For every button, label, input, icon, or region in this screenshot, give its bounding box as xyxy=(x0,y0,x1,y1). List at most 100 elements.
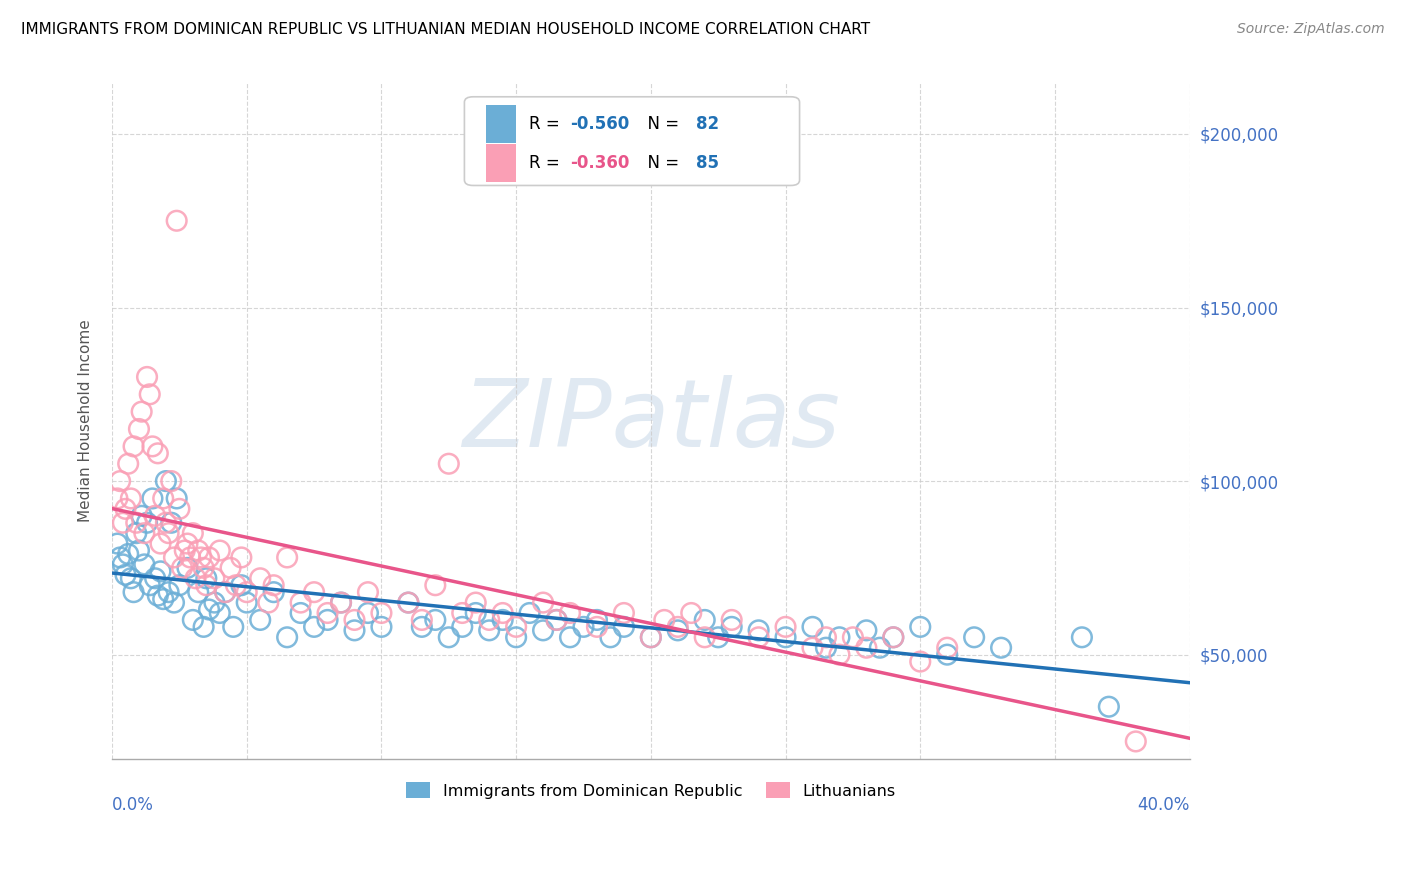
Point xyxy=(166,491,188,506)
Point xyxy=(492,613,515,627)
Point xyxy=(146,446,169,460)
Point xyxy=(122,439,145,453)
Point xyxy=(138,387,160,401)
Point xyxy=(411,613,433,627)
Point xyxy=(235,585,257,599)
Point xyxy=(235,596,257,610)
Point xyxy=(478,613,501,627)
Point xyxy=(546,613,568,627)
Point xyxy=(120,571,142,585)
Point xyxy=(720,613,742,627)
Point xyxy=(249,613,271,627)
FancyBboxPatch shape xyxy=(486,105,516,143)
Point xyxy=(149,536,172,550)
Point xyxy=(425,578,447,592)
FancyBboxPatch shape xyxy=(486,145,516,182)
Point xyxy=(330,596,353,610)
Point xyxy=(586,620,609,634)
Point xyxy=(214,585,236,599)
Point xyxy=(316,613,339,627)
Point xyxy=(464,596,486,610)
Point xyxy=(316,606,339,620)
Point xyxy=(855,624,877,638)
Point xyxy=(370,620,392,634)
Point xyxy=(707,630,730,644)
Point xyxy=(572,620,595,634)
Point xyxy=(136,516,159,530)
Point xyxy=(107,536,129,550)
Point xyxy=(666,624,689,638)
Point xyxy=(222,620,245,634)
Point xyxy=(425,613,447,627)
Point xyxy=(720,620,742,634)
Point xyxy=(257,596,280,610)
Point xyxy=(184,571,207,585)
Point xyxy=(546,613,568,627)
Point xyxy=(343,613,366,627)
Point xyxy=(464,606,486,620)
Point xyxy=(910,620,932,634)
Point xyxy=(775,630,797,644)
Point xyxy=(330,596,353,610)
Point xyxy=(231,550,253,565)
Point xyxy=(149,565,172,579)
Point xyxy=(492,606,515,620)
Point xyxy=(531,596,554,610)
Point xyxy=(343,624,366,638)
Point xyxy=(396,596,419,610)
Point xyxy=(190,550,212,565)
Text: IMMIGRANTS FROM DOMINICAN REPUBLIC VS LITHUANIAN MEDIAN HOUSEHOLD INCOME CORRELA: IMMIGRANTS FROM DOMINICAN REPUBLIC VS LI… xyxy=(21,22,870,37)
Point xyxy=(128,422,150,436)
Point xyxy=(828,630,851,644)
Point xyxy=(136,370,159,384)
Point xyxy=(411,620,433,634)
FancyBboxPatch shape xyxy=(464,97,800,186)
Point xyxy=(801,620,824,634)
Point xyxy=(157,585,180,599)
Point xyxy=(640,630,662,644)
Point xyxy=(155,474,177,488)
Legend: Immigrants from Dominican Republic, Lithuanians: Immigrants from Dominican Republic, Lith… xyxy=(399,776,903,805)
Point xyxy=(370,606,392,620)
Point xyxy=(775,620,797,634)
Point xyxy=(263,578,285,592)
Point xyxy=(108,474,131,488)
Point xyxy=(181,526,204,541)
Point xyxy=(214,585,236,599)
Point xyxy=(195,578,218,592)
Point xyxy=(134,558,156,572)
Point xyxy=(160,516,183,530)
Point xyxy=(122,585,145,599)
Point xyxy=(357,585,380,599)
Point xyxy=(198,602,221,616)
Point xyxy=(963,630,986,644)
Point xyxy=(302,620,325,634)
Point xyxy=(111,516,134,530)
Point xyxy=(666,620,689,634)
Point xyxy=(640,630,662,644)
Point xyxy=(855,640,877,655)
Point xyxy=(519,606,541,620)
Point xyxy=(176,536,198,550)
Point xyxy=(263,585,285,599)
Point xyxy=(125,516,148,530)
Point xyxy=(170,561,193,575)
Point xyxy=(146,589,169,603)
Point xyxy=(882,630,904,644)
Point xyxy=(936,648,959,662)
Point xyxy=(505,620,527,634)
Point xyxy=(302,585,325,599)
Point xyxy=(198,550,221,565)
Point xyxy=(801,640,824,655)
Point xyxy=(842,630,865,644)
Point xyxy=(910,655,932,669)
Text: R =: R = xyxy=(529,115,565,133)
Point xyxy=(114,501,136,516)
Point xyxy=(141,491,163,506)
Point xyxy=(169,501,191,516)
Point xyxy=(451,606,474,620)
Point xyxy=(748,624,770,638)
Text: Source: ZipAtlas.com: Source: ZipAtlas.com xyxy=(1237,22,1385,37)
Point xyxy=(155,516,177,530)
Point xyxy=(276,550,298,565)
